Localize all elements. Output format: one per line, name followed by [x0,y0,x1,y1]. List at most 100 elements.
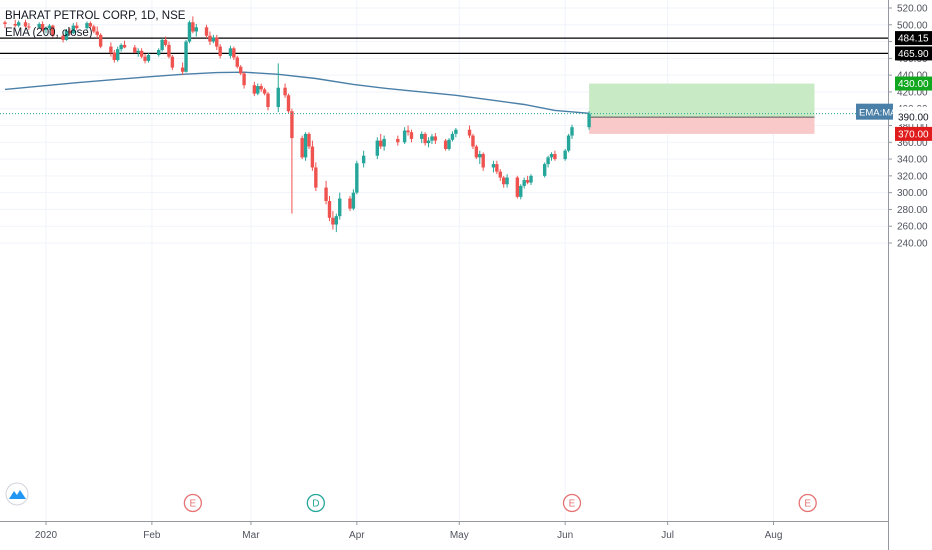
candle [331,211,335,230]
stop-badge: 370.00 [898,129,929,140]
candle-body [525,180,530,183]
candle-body [139,50,144,57]
candle [163,36,168,47]
time-axis[interactable]: 2020 Feb Mar Apr May Jun Jul Aug [0,521,888,541]
candle-body [327,201,332,218]
candle [505,174,509,188]
candle [160,38,164,52]
y-tick-label: 360.00 [897,138,928,149]
candle-body [546,157,550,165]
candle [3,20,7,29]
candle [133,44,137,54]
candle-body [71,25,76,34]
candle [122,40,127,49]
candle [324,180,328,205]
candle-body [283,87,287,96]
candle [16,20,21,28]
candle-body [519,185,523,197]
candle-body [433,136,438,141]
legend: BHARAT PETROL CORP, 1D, NSE EMA (200, cl… [5,8,185,42]
candle [98,33,103,49]
x-tick-label: Apr [349,530,365,541]
candle-body [85,23,89,29]
candle [334,213,339,233]
candle [515,175,520,199]
candle [27,23,31,30]
candle [252,81,257,97]
candle [553,150,557,161]
candle-body [160,39,164,50]
candle-body [563,150,567,160]
candle [85,21,89,30]
candle [396,135,400,146]
entry-badge: 390.00 [898,113,929,124]
ema-line [4,71,590,114]
candle-body [238,66,243,74]
candle-body [23,22,28,27]
target-zone [589,83,815,118]
candle-body [180,67,185,72]
candle-body [303,133,308,158]
candle-body [290,111,294,139]
candle [290,108,294,214]
candle-body [334,216,339,225]
candle [232,46,236,61]
indicator-title[interactable]: EMA (200, close) [5,27,93,39]
candle-body [3,22,7,24]
candle-body [396,138,400,143]
candle-body [133,47,137,53]
candle-body [443,140,448,149]
candle-body [505,177,509,185]
candle-body [348,198,352,209]
event-marker[interactable]: D [306,493,325,513]
candle-body [235,57,239,67]
candle-body [119,44,123,50]
y-tick-label: 440.00 [897,71,928,82]
long-position-tool[interactable] [589,83,815,134]
candle-body [51,25,55,36]
candle-body [252,85,257,94]
candle [570,124,574,139]
candle [338,192,342,220]
event-marker[interactable]: E [562,493,582,513]
candle [447,138,451,151]
candle-body [98,34,103,47]
event-marker[interactable]: E [183,493,203,513]
candle-body [187,22,192,42]
tradingview-logo-icon[interactable] [5,482,29,506]
symbol-title[interactable]: BHARAT PETROL CORP, 1D, NSE [5,10,186,22]
entry-badge-bg [895,110,932,125]
candle [262,87,267,96]
candle [348,196,352,212]
candle [266,91,270,111]
candle [563,149,567,161]
x-tick-label: May [450,530,469,541]
candle-body [501,177,506,185]
candle-body [382,138,386,147]
candle [426,137,431,148]
candle [215,34,219,50]
y-tick-label: 500.00 [897,20,928,31]
candle [501,175,506,188]
price-axis-bg [888,0,932,550]
logo-mark [9,490,26,499]
candle [143,54,147,64]
candle [491,160,496,173]
candle-body [471,135,475,147]
candle-body [44,28,48,30]
candle [423,132,427,146]
ema-badge: EMA:MA [859,108,897,119]
y-tick-label: 340.00 [897,155,928,166]
candle-body [430,136,434,141]
event-label: D [312,499,319,510]
candle-body [47,25,52,29]
candle [430,133,434,144]
candle-body [498,171,502,178]
candle-body [61,35,65,40]
event-marker[interactable]: E [798,493,817,513]
y-tick-label: 420.00 [897,87,928,98]
candle-body [454,129,458,134]
candle-body [218,46,222,56]
